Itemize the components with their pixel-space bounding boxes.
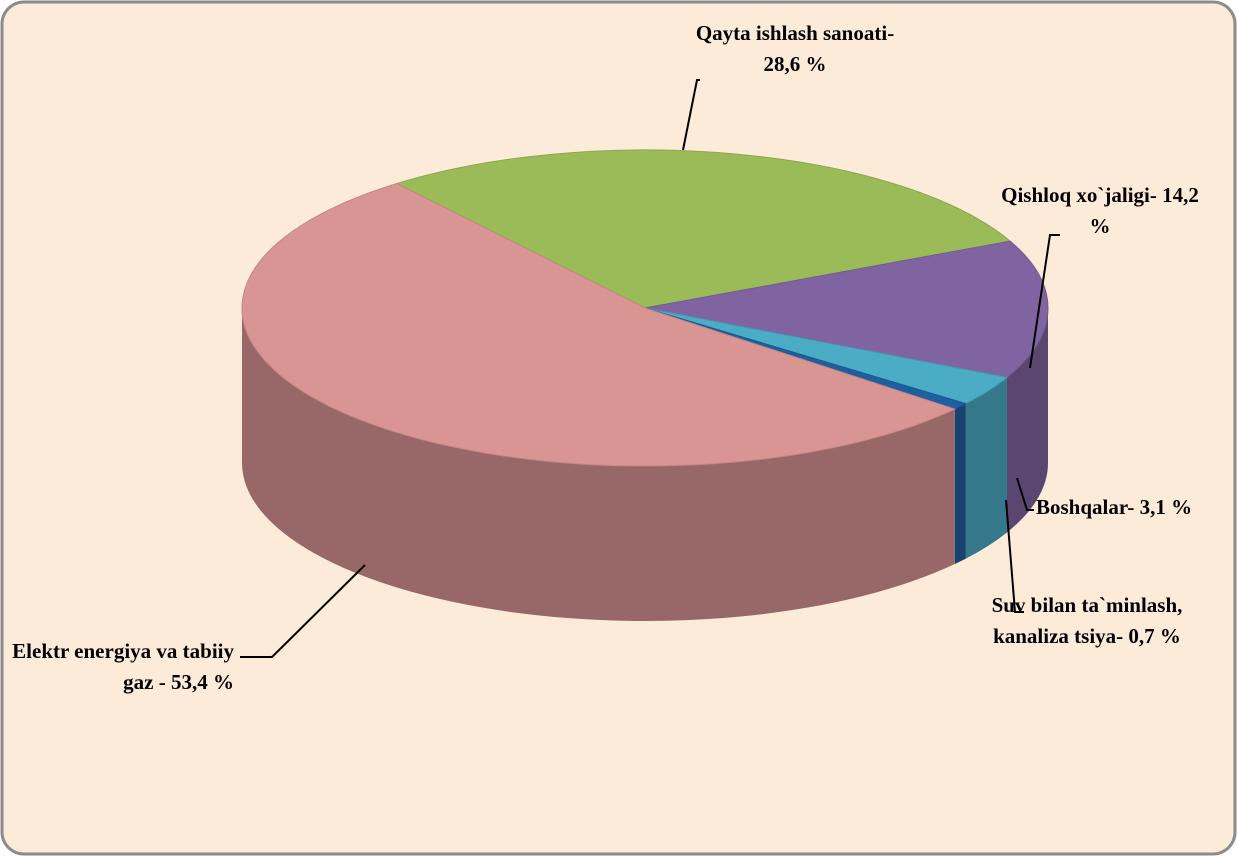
leader-line (1005, 499, 1024, 613)
slice-label: Elektr energiya va tabiiy gaz - 53,4 % (10, 636, 234, 698)
slice-side (1006, 308, 1048, 533)
slice-side (242, 308, 955, 621)
value-label: 28,6 % (763, 52, 827, 76)
category-label: Elektr energiya va tabiiy gaz - (12, 639, 234, 694)
slice-label: Qayta ishlash sanoati- 28,6 % (690, 18, 900, 80)
value-label: 14,2 % (1089, 183, 1199, 238)
leader-line (1029, 234, 1060, 369)
category-label: Suv bilan ta`minlash, kanaliza tsiya- (991, 593, 1183, 648)
category-label: Qishloq xo`jaligi- (1001, 183, 1157, 207)
slice (395, 149, 1012, 309)
value-label: 0,7 % (1128, 624, 1181, 648)
leader-line (1016, 477, 1034, 511)
slice-side (954, 403, 966, 565)
value-label: 53,4 % (171, 670, 234, 694)
leader-line (682, 79, 700, 151)
value-label: 3,1 % (1139, 495, 1193, 519)
category-label: Boshqalar- (1036, 495, 1135, 519)
leader-lines (240, 79, 1060, 658)
slice-label: Suv bilan ta`minlash, kanaliza tsiya- 0,… (978, 590, 1196, 652)
slice-label: Qishloq xo`jaligi- 14,2 % (990, 180, 1210, 242)
slice-side (965, 377, 1007, 559)
slice (644, 240, 1049, 378)
pie (241, 149, 1049, 621)
leader-line (240, 564, 366, 658)
slice-label: Boshqalar- 3,1 % (1036, 492, 1236, 523)
category-label: Qayta ishlash sanoati- (695, 21, 895, 45)
slice (241, 182, 957, 467)
